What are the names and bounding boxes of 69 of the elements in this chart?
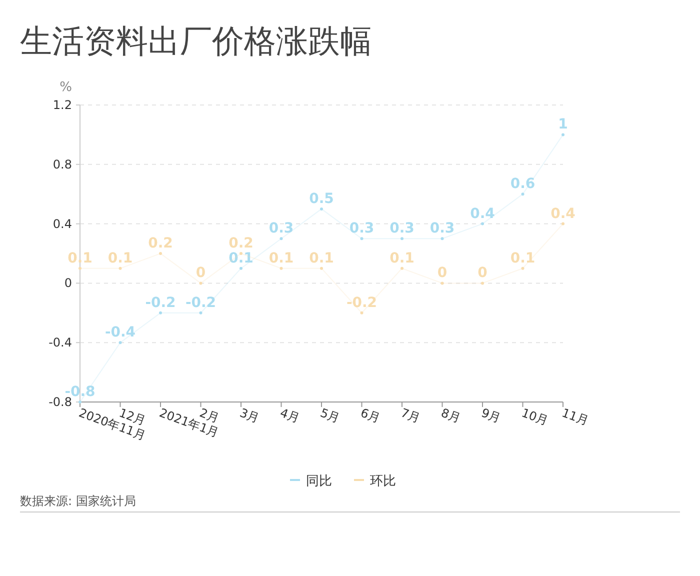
chart-title: 生活资料出厂价格涨跌幅 bbox=[20, 22, 372, 60]
data-label: 0.2 bbox=[228, 236, 254, 252]
x-tick-label: 11月 bbox=[560, 406, 590, 428]
y-tick-label: -0.4 bbox=[48, 336, 72, 350]
point bbox=[562, 222, 564, 226]
point bbox=[440, 237, 444, 240]
data-label: 0.1 bbox=[108, 250, 133, 266]
data-label: -0.2 bbox=[346, 294, 378, 311]
point bbox=[199, 311, 202, 314]
data-label: 0 bbox=[437, 265, 448, 282]
y-tick-label: 0.8 bbox=[52, 157, 72, 172]
point bbox=[521, 192, 524, 196]
data-label: 1 bbox=[558, 116, 568, 133]
y-tick-label: 1.2 bbox=[52, 98, 72, 112]
x-tick-label: 9月 bbox=[479, 406, 503, 426]
data-label: 0.1 bbox=[309, 250, 334, 266]
point bbox=[118, 341, 122, 344]
data-label: 0.3 bbox=[430, 220, 455, 237]
data-label: 0.6 bbox=[510, 176, 536, 192]
point bbox=[78, 266, 82, 270]
data-label: 0.3 bbox=[349, 220, 374, 237]
point bbox=[400, 266, 404, 270]
data-label: 0.1 bbox=[390, 250, 414, 266]
point bbox=[360, 311, 364, 314]
point bbox=[562, 133, 564, 136]
point bbox=[280, 237, 283, 240]
x-tick-label: 6月 bbox=[358, 406, 382, 426]
point bbox=[159, 311, 162, 314]
data-label: 0.3 bbox=[268, 220, 294, 237]
point bbox=[400, 237, 404, 240]
data-label: -0.2 bbox=[145, 294, 176, 311]
source-note: 数据来源: 国家统计局 bbox=[20, 494, 136, 508]
point bbox=[78, 400, 82, 404]
point bbox=[481, 222, 484, 226]
data-label: 0.2 bbox=[148, 236, 173, 252]
point bbox=[481, 282, 484, 285]
data-label: 0.4 bbox=[550, 206, 576, 222]
x-tick-label: 4月 bbox=[278, 406, 302, 426]
data-label: 0.3 bbox=[390, 220, 414, 237]
data-label: 0.5 bbox=[309, 190, 334, 207]
x-tick-label: 5月 bbox=[318, 406, 342, 426]
x-tick-label: 3月 bbox=[238, 406, 262, 426]
point bbox=[240, 266, 242, 270]
legend-label: 环比 bbox=[370, 474, 396, 489]
x-tick-label: 8月 bbox=[439, 406, 462, 426]
data-label: 0.1 bbox=[68, 250, 92, 266]
point bbox=[360, 237, 364, 240]
point bbox=[521, 266, 524, 270]
data-label: -0.4 bbox=[104, 324, 136, 341]
point bbox=[440, 282, 444, 285]
y-tick-label: 0.4 bbox=[52, 216, 72, 231]
data-label: 0.4 bbox=[470, 206, 496, 222]
data-label: 0 bbox=[478, 265, 488, 282]
point bbox=[280, 266, 283, 270]
data-label: -0.2 bbox=[185, 294, 216, 311]
y-tick-label: 0 bbox=[64, 276, 72, 290]
point bbox=[320, 207, 323, 210]
y-axis-title: % bbox=[60, 80, 72, 95]
data-label: 0 bbox=[196, 265, 206, 282]
point bbox=[159, 252, 162, 255]
x-tick-label: 10月 bbox=[520, 406, 550, 428]
data-label: 0.1 bbox=[268, 250, 294, 266]
point bbox=[118, 266, 122, 270]
legend-label: 同比 bbox=[306, 474, 332, 489]
data-label: 0.1 bbox=[228, 250, 254, 266]
point bbox=[320, 266, 323, 270]
x-tick-label: 7月 bbox=[398, 406, 422, 426]
point bbox=[199, 282, 202, 285]
data-label: 0.1 bbox=[510, 250, 536, 266]
